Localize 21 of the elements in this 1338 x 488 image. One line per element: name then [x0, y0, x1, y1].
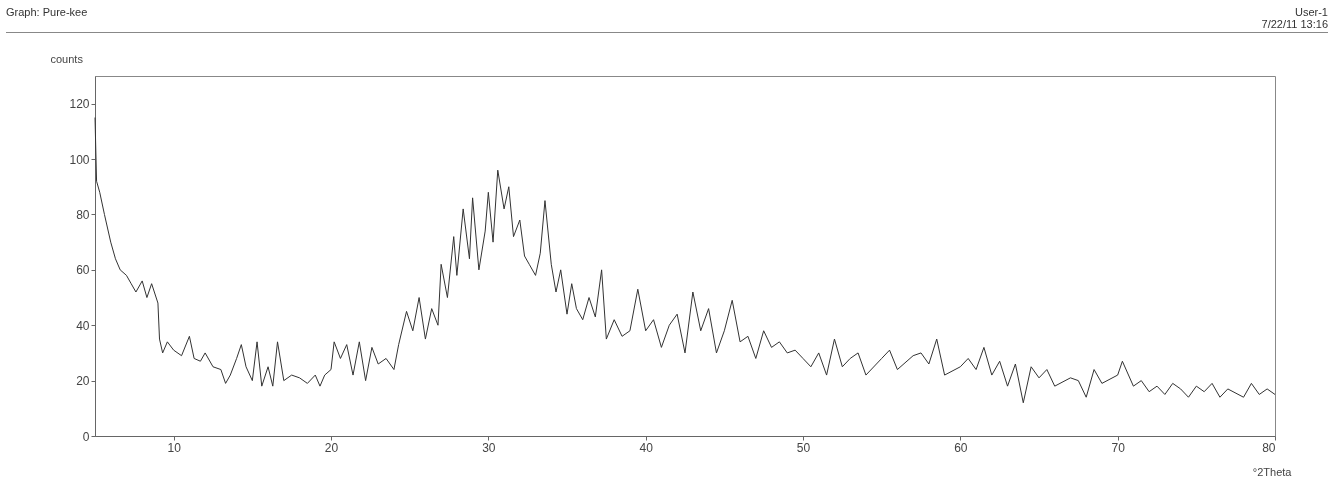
text: User-1	[1294, 6, 1328, 18]
y-tick-label: 80	[76, 207, 90, 222]
x-tick-label: 60	[954, 440, 968, 455]
y-tick-label: 60	[76, 263, 90, 278]
x-tick-label: 20	[324, 440, 339, 455]
text: 7/22/11 13:16	[1261, 18, 1328, 30]
x-tick-label: 70	[1111, 440, 1126, 455]
y-tick-label: 0	[82, 429, 90, 444]
x-tick-label: 40	[639, 440, 654, 455]
x-tick-label: 50	[796, 440, 811, 455]
line-series	[94, 117, 1276, 404]
x-tick-label: 80	[1262, 440, 1276, 455]
y-tick-label: 40	[76, 318, 90, 333]
y-tick-label: 100	[69, 152, 90, 167]
y-tick-label: 20	[76, 374, 90, 389]
y-tick-label: 120	[69, 97, 90, 112]
y-axis-title: counts	[50, 52, 84, 65]
x-tick-label: 10	[167, 440, 182, 455]
x-tick-label: 30	[482, 440, 496, 455]
x-axis-title: °2Theta	[1252, 465, 1293, 478]
chart-title: Graph: Pure-kee	[6, 6, 88, 20]
